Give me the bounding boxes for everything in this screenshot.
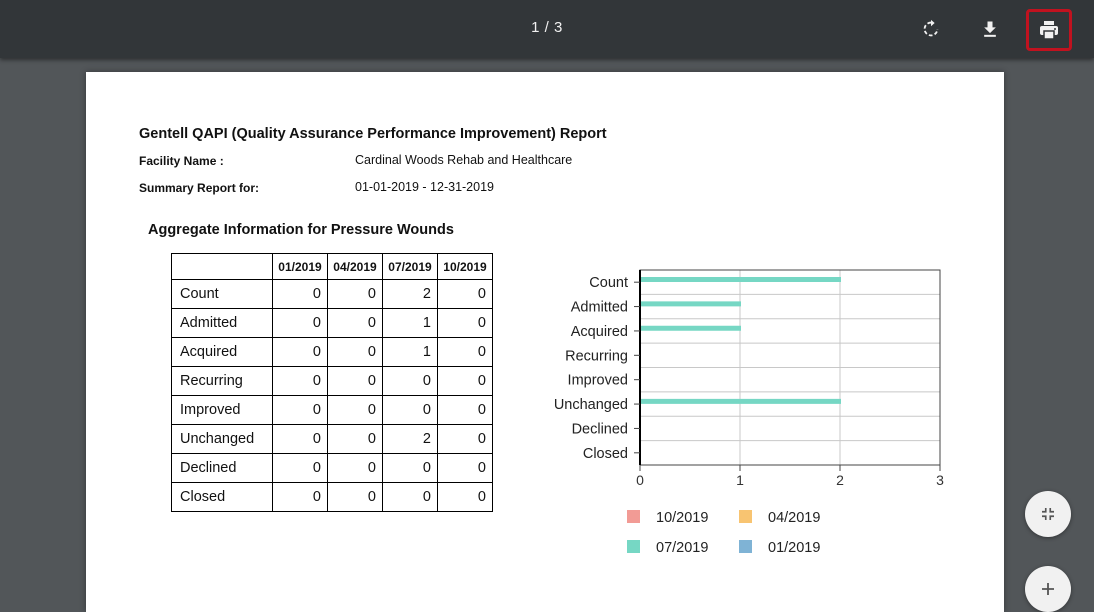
table-cell: 0: [382, 395, 438, 425]
table-cell: 2: [382, 424, 438, 454]
legend-swatch: [627, 510, 640, 523]
table-cell: 1: [382, 308, 438, 338]
table-cell: 0: [327, 308, 383, 338]
table-cell: 0: [437, 279, 493, 309]
bar-07-2019-count: [641, 277, 841, 282]
legend-swatch: [627, 540, 640, 553]
summary-label: Summary Report for:: [139, 181, 260, 195]
row-label: Improved: [171, 395, 273, 425]
y-tick-label: Declined: [572, 421, 628, 437]
y-tick-label: Count: [589, 275, 628, 291]
column-header: 04/2019: [327, 253, 383, 280]
x-tick-label: 0: [636, 472, 644, 488]
column-header: 10/2019: [437, 253, 493, 280]
bar-07-2019-acquired: [641, 325, 741, 331]
legend-label: 04/2019: [768, 510, 820, 526]
column-header: 07/2019: [382, 253, 438, 280]
row-label: Count: [171, 279, 273, 309]
table-cell: 0: [272, 337, 328, 367]
table-cell: 0: [437, 395, 493, 425]
y-tick-label: Closed: [583, 446, 628, 462]
table-row: Acquired 0 0 1 0: [171, 337, 493, 367]
table-cell: 0: [437, 308, 493, 338]
table-cell: 0: [272, 395, 328, 425]
download-button[interactable]: [968, 7, 1012, 51]
table-cell: 0: [327, 424, 383, 454]
row-label: Admitted: [171, 308, 273, 338]
row-label: Recurring: [171, 366, 273, 396]
table-cell: 0: [437, 453, 493, 483]
table-cell: 0: [327, 395, 383, 425]
x-tick-label: 3: [936, 472, 944, 488]
bar-07-2019-unchanged: [641, 398, 841, 404]
y-tick-label: Admitted: [571, 300, 628, 316]
legend-label: 01/2019: [768, 540, 820, 556]
table-cell: 0: [437, 337, 493, 367]
table-row: Recurring 0 0 0 0: [171, 366, 493, 396]
table-cell: 0: [437, 424, 493, 454]
table-cell: 0: [272, 279, 328, 309]
table-cell: 0: [382, 482, 438, 512]
summary-value: 01-01-2019 - 12-31-2019: [355, 180, 494, 194]
row-label: Acquired: [171, 337, 273, 367]
table-cell: 0: [382, 366, 438, 396]
aggregate-table: 01/2019 04/2019 07/2019 10/2019 Count 0 …: [171, 253, 493, 512]
download-icon: [984, 21, 996, 37]
legend-label: 10/2019: [656, 510, 708, 526]
report-title: Gentell QAPI (Quality Assurance Performa…: [139, 126, 607, 142]
table-row: Admitted 0 0 1 0: [171, 308, 493, 338]
table-row: Unchanged 0 0 2 0: [171, 424, 493, 454]
facility-value: Cardinal Woods Rehab and Healthcare: [355, 153, 573, 167]
facility-label: Facility Name :: [139, 154, 224, 168]
column-header: 01/2019: [272, 253, 328, 280]
table-cell: 0: [272, 482, 328, 512]
table-header-row: 01/2019 04/2019 07/2019 10/2019: [171, 253, 493, 280]
table-cell: 0: [327, 337, 383, 367]
x-tick-label: 1: [736, 472, 744, 488]
table-row: Count 0 0 2 0: [171, 279, 493, 309]
y-tick-label: Acquired: [571, 324, 628, 340]
row-label: Unchanged: [171, 424, 273, 454]
page-counter: 1 / 3: [531, 19, 563, 36]
table-cell: 0: [327, 482, 383, 512]
section-title: Aggregate Information for Pressure Wound…: [148, 222, 454, 238]
table-cell: 0: [382, 453, 438, 483]
table-cell: 0: [272, 366, 328, 396]
pdf-viewer-toolbar: 1 / 3: [0, 0, 1094, 58]
bar-chart: 0 1 2 3 Count Admitted Acquired Recurring Improv…: [554, 269, 944, 556]
table-cell: 0: [437, 366, 493, 396]
print-button[interactable]: [1026, 9, 1072, 51]
table-corner-cell: [171, 253, 273, 280]
table-cell: 0: [272, 308, 328, 338]
legend-swatch: [739, 510, 752, 523]
table-row: Declined 0 0 0 0: [171, 453, 493, 483]
print-icon: [1040, 21, 1058, 40]
x-tick-label: 2: [836, 472, 844, 488]
shrink-icon: [1042, 508, 1054, 520]
row-label: Closed: [171, 482, 273, 512]
table-cell: 0: [272, 424, 328, 454]
plus-icon: [1042, 583, 1054, 595]
table-cell: 0: [327, 453, 383, 483]
table-cell: 1: [382, 337, 438, 367]
legend-label: 07/2019: [656, 540, 708, 556]
rotate-button[interactable]: [909, 7, 953, 51]
y-tick-label: Unchanged: [554, 397, 628, 413]
fit-page-button[interactable]: [1025, 491, 1071, 537]
table-cell: 0: [437, 482, 493, 512]
table-row: Improved 0 0 0 0: [171, 395, 493, 425]
bar-07-2019-admitted: [641, 301, 741, 307]
table-row: Closed 0 0 0 0: [171, 482, 493, 512]
pdf-page: Gentell QAPI (Quality Assurance Performa…: [86, 72, 1004, 612]
y-tick-label: Recurring: [565, 348, 628, 364]
y-tick-label: Improved: [568, 373, 628, 389]
row-label: Declined: [171, 453, 273, 483]
table-cell: 2: [382, 279, 438, 309]
table-cell: 0: [327, 279, 383, 309]
legend-swatch: [739, 540, 752, 553]
zoom-in-button[interactable]: [1025, 566, 1071, 612]
table-cell: 0: [272, 453, 328, 483]
table-cell: 0: [327, 366, 383, 396]
rotate-icon: [923, 19, 939, 37]
